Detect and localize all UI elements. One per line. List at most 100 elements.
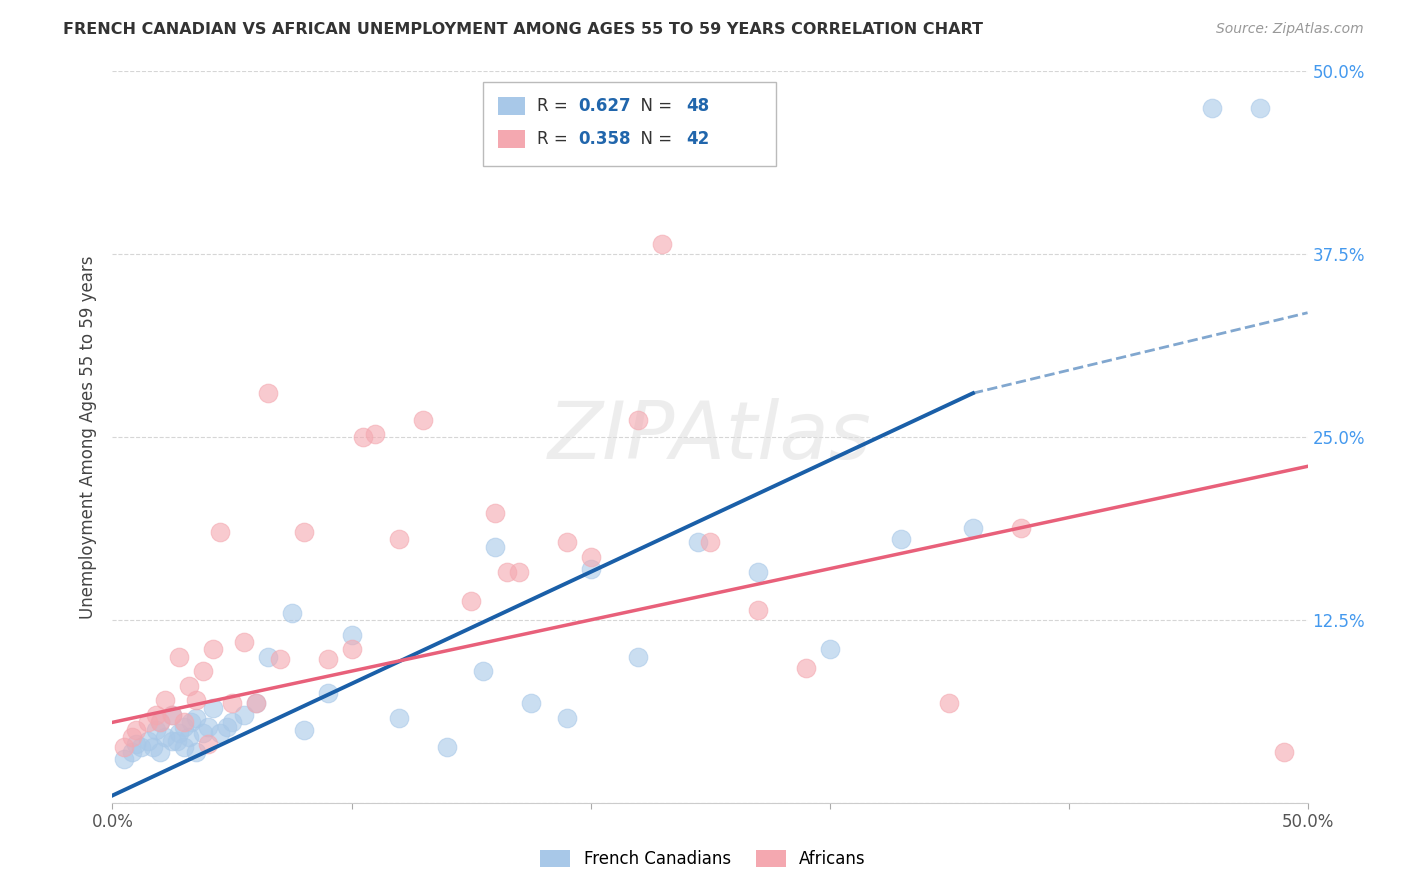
Point xyxy=(388,533,411,547)
Point xyxy=(153,730,176,744)
Point xyxy=(555,711,578,725)
Point xyxy=(245,696,267,710)
Point xyxy=(627,649,650,664)
Text: 42: 42 xyxy=(686,130,710,148)
Point xyxy=(221,696,243,710)
Text: Source: ZipAtlas.com: Source: ZipAtlas.com xyxy=(1216,22,1364,37)
Point xyxy=(180,715,202,730)
Point xyxy=(125,737,148,751)
Point xyxy=(173,715,195,730)
Point xyxy=(316,652,339,666)
Point xyxy=(484,506,506,520)
Text: N =: N = xyxy=(630,130,678,148)
Point xyxy=(125,723,148,737)
Point xyxy=(651,237,673,252)
Point xyxy=(579,549,602,564)
Point xyxy=(186,745,208,759)
Point xyxy=(555,535,578,549)
Point xyxy=(1010,521,1032,535)
Point xyxy=(627,412,650,426)
Point xyxy=(149,745,172,759)
Point xyxy=(699,535,721,549)
Point xyxy=(129,740,152,755)
Point xyxy=(688,535,710,549)
Point xyxy=(352,430,374,444)
Point xyxy=(162,708,183,723)
Point xyxy=(364,427,387,442)
Point xyxy=(281,606,304,620)
Point xyxy=(436,740,458,755)
Point xyxy=(114,752,135,766)
Point xyxy=(412,412,434,426)
Point xyxy=(340,642,363,657)
Point xyxy=(173,740,195,755)
Point xyxy=(890,533,912,547)
FancyBboxPatch shape xyxy=(484,82,776,167)
Point xyxy=(292,525,315,540)
Point xyxy=(233,635,256,649)
Point xyxy=(169,649,191,664)
Point xyxy=(269,652,291,666)
Point xyxy=(114,740,135,755)
Text: 0.358: 0.358 xyxy=(579,130,631,148)
Text: N =: N = xyxy=(630,97,678,115)
Point xyxy=(484,540,506,554)
Point xyxy=(460,594,482,608)
FancyBboxPatch shape xyxy=(499,97,524,115)
Point xyxy=(201,700,224,714)
Point xyxy=(186,711,208,725)
Point xyxy=(209,725,232,739)
Point xyxy=(472,664,495,678)
Point xyxy=(340,627,363,641)
Point xyxy=(1201,101,1223,115)
Point xyxy=(169,725,191,739)
Point xyxy=(388,711,411,725)
FancyBboxPatch shape xyxy=(499,130,524,148)
Point xyxy=(747,565,769,579)
Point xyxy=(496,565,519,579)
Text: FRENCH CANADIAN VS AFRICAN UNEMPLOYMENT AMONG AGES 55 TO 59 YEARS CORRELATION CH: FRENCH CANADIAN VS AFRICAN UNEMPLOYMENT … xyxy=(63,22,983,37)
Text: ZIPAtlas: ZIPAtlas xyxy=(548,398,872,476)
Text: R =: R = xyxy=(537,130,572,148)
Point xyxy=(520,696,543,710)
Point xyxy=(193,664,215,678)
Point xyxy=(245,696,267,710)
Point xyxy=(173,720,195,734)
Text: 0.627: 0.627 xyxy=(579,97,631,115)
Point xyxy=(162,708,183,723)
Point xyxy=(962,521,984,535)
Point xyxy=(197,720,219,734)
Point xyxy=(579,562,602,576)
Point xyxy=(316,686,339,700)
Point xyxy=(217,720,239,734)
Point xyxy=(138,715,160,730)
Point xyxy=(121,730,143,744)
Point xyxy=(193,725,215,739)
Point xyxy=(508,565,530,579)
Point xyxy=(166,734,188,748)
Point xyxy=(145,708,167,723)
Text: 48: 48 xyxy=(686,97,709,115)
Point xyxy=(121,745,143,759)
Point xyxy=(145,723,167,737)
Point xyxy=(186,693,208,707)
Point xyxy=(201,642,224,657)
Point xyxy=(1272,745,1295,759)
Point xyxy=(177,730,200,744)
Point xyxy=(209,525,232,540)
Point xyxy=(1249,101,1271,115)
Point xyxy=(142,740,165,755)
Y-axis label: Unemployment Among Ages 55 to 59 years: Unemployment Among Ages 55 to 59 years xyxy=(79,255,97,619)
Point xyxy=(153,693,176,707)
Point xyxy=(177,679,200,693)
Legend: French Canadians, Africans: French Canadians, Africans xyxy=(534,843,872,875)
Point xyxy=(149,715,172,730)
Point xyxy=(138,734,160,748)
Point xyxy=(794,661,817,675)
Point xyxy=(747,603,769,617)
Point xyxy=(162,734,183,748)
Point xyxy=(938,696,960,710)
Point xyxy=(221,715,243,730)
Point xyxy=(818,642,841,657)
Point xyxy=(257,649,280,664)
